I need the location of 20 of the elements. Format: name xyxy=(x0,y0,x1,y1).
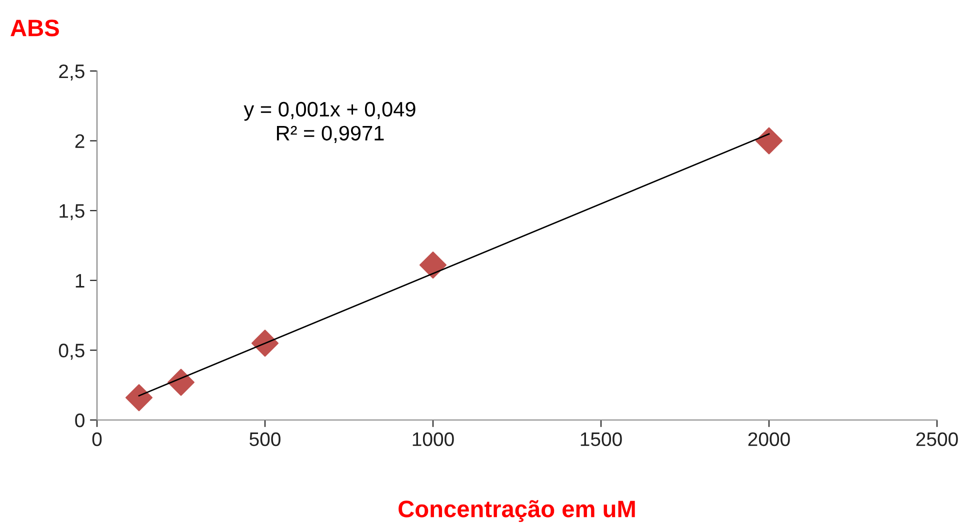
y-tick-label: 2,5 xyxy=(59,64,84,81)
x-axis-title: Concentração em uM xyxy=(398,500,635,522)
y-tick-label: 2 xyxy=(75,134,84,148)
x-tick-label: 2500 xyxy=(916,432,958,446)
y-axis-title: ABS xyxy=(10,20,59,36)
x-tick-label: 500 xyxy=(250,432,280,446)
point xyxy=(126,384,152,412)
point xyxy=(420,252,446,279)
point xyxy=(252,330,278,357)
y-tick-label: 1,5 xyxy=(60,204,84,220)
point xyxy=(168,368,194,396)
x-tick-label: 0 xyxy=(92,432,102,446)
annotation: y = 0,001x + 0,049 R² = 0,9971 xyxy=(244,102,416,144)
point xyxy=(756,127,782,154)
y-tick-label: 0,5 xyxy=(58,344,84,360)
y-tick-label: 0 xyxy=(75,413,84,428)
x-tick-label: 2000 xyxy=(748,432,790,446)
x-tick-label: 1000 xyxy=(412,432,454,446)
x-tick-label: 1500 xyxy=(580,432,622,446)
y-tick-label: 1 xyxy=(76,274,84,288)
